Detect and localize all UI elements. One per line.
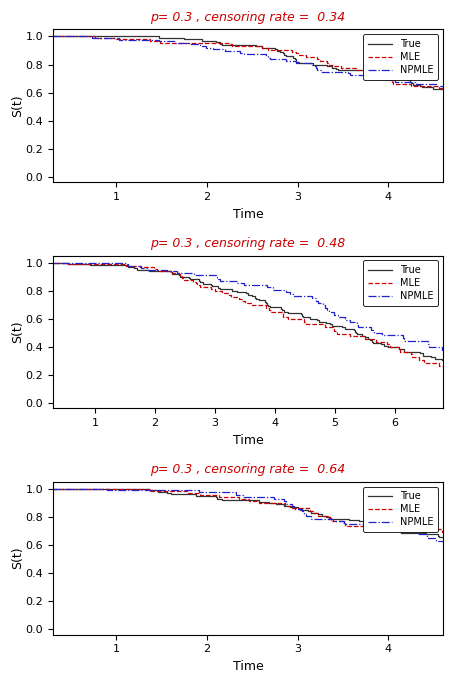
Legend: True, MLE, NPMLE: True, MLE, NPMLE	[363, 261, 438, 306]
Title: p= 0.3 , censoring rate =  0.34: p= 0.3 , censoring rate = 0.34	[150, 11, 345, 24]
Legend: True, MLE, NPMLE: True, MLE, NPMLE	[363, 486, 438, 532]
Title: p= 0.3 , censoring rate =  0.48: p= 0.3 , censoring rate = 0.48	[150, 237, 345, 250]
X-axis label: Time: Time	[232, 207, 263, 221]
Y-axis label: S(t): S(t)	[11, 547, 24, 570]
X-axis label: Time: Time	[232, 660, 263, 673]
Title: p= 0.3 , censoring rate =  0.64: p= 0.3 , censoring rate = 0.64	[150, 463, 345, 477]
Legend: True, MLE, NPMLE: True, MLE, NPMLE	[363, 34, 438, 80]
X-axis label: Time: Time	[232, 434, 263, 447]
Y-axis label: S(t): S(t)	[11, 94, 24, 117]
Y-axis label: S(t): S(t)	[11, 321, 24, 343]
